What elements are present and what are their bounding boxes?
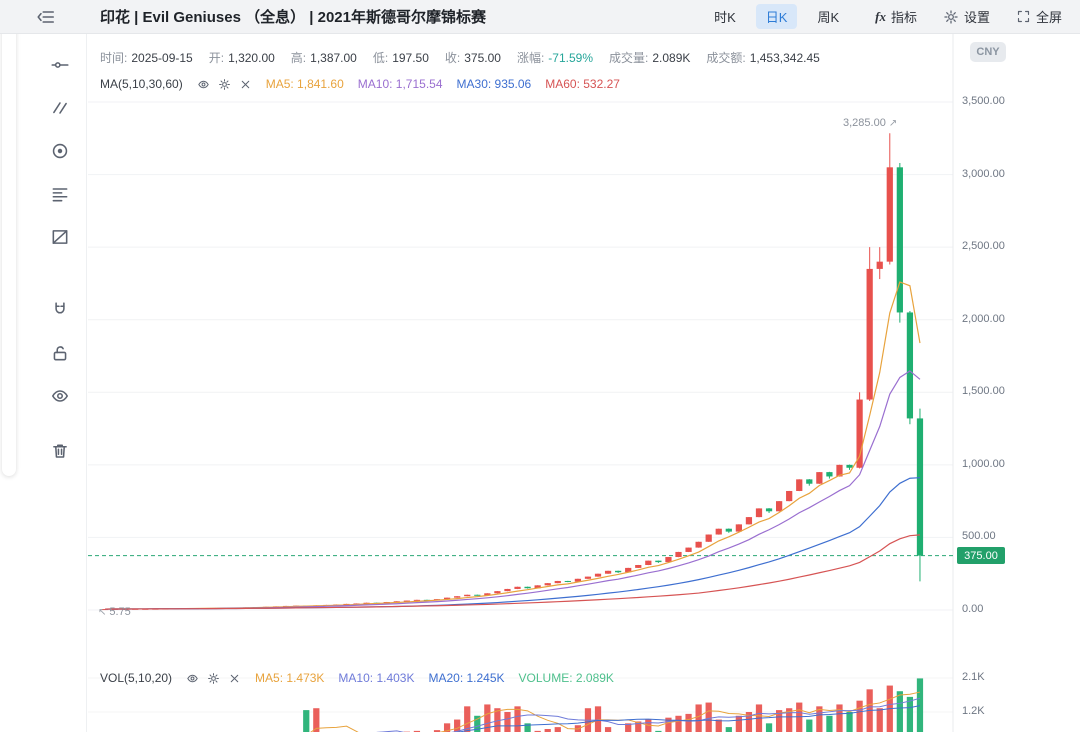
ma-value-0: MA5: 1,841.60 bbox=[265, 77, 344, 91]
ma-value-2: MA30: 935.06 bbox=[456, 77, 532, 91]
info-value-open: 1,320.00 bbox=[228, 51, 275, 65]
arrow-up-left-icon: ↖ bbox=[98, 606, 107, 618]
visibility-tool[interactable] bbox=[50, 386, 70, 406]
info-label-close: 收: bbox=[444, 51, 461, 65]
tab-week-k[interactable]: 周K bbox=[817, 10, 840, 25]
info-field-close: 收: 375.00 bbox=[445, 49, 501, 66]
eye-icon[interactable] bbox=[197, 78, 210, 91]
ohlc-info-bar: 时间: 2025-09-15 开: 1,320.00 高: 1,387.00 低: 197.5… bbox=[100, 49, 820, 66]
info-field-time: 时间: 2025-09-15 bbox=[100, 49, 193, 66]
info-label-open: 开: bbox=[208, 51, 225, 65]
collapse-sidebar-icon[interactable] bbox=[36, 7, 56, 27]
info-value-volume: 2.089K bbox=[652, 51, 691, 65]
info-value-low: 197.50 bbox=[392, 51, 429, 65]
last-price-badge: 375.00 bbox=[957, 547, 1005, 565]
pattern-tool[interactable] bbox=[50, 227, 70, 247]
indicator-label: 指标 bbox=[890, 10, 917, 25]
gear-icon[interactable] bbox=[218, 78, 231, 91]
high-annotation: 3,285.00 ↗ bbox=[843, 117, 897, 129]
close-icon[interactable] bbox=[239, 78, 252, 91]
info-value-close: 375.00 bbox=[464, 51, 501, 65]
gear-icon bbox=[943, 9, 959, 25]
currency-badge[interactable]: CNY bbox=[970, 42, 1006, 62]
vol-value-2: MA20: 1.245K bbox=[428, 671, 505, 685]
info-value-change: -71.59% bbox=[548, 51, 593, 65]
price-tick: 500.00 bbox=[962, 530, 996, 543]
header: 印花 | Evil Geniuses （全息） | 2021年斯德哥尔摩锦标赛 … bbox=[0, 0, 1080, 34]
info-field-low: 低: 197.50 bbox=[373, 49, 429, 66]
price-tick: 1,500.00 bbox=[962, 385, 1005, 398]
high-value: 3,285.00 bbox=[843, 117, 886, 129]
info-value-high: 1,387.00 bbox=[310, 51, 357, 65]
indicator-button[interactable]: fx 指标 bbox=[875, 7, 917, 26]
info-field-volume: 成交量: 2.089K bbox=[609, 49, 690, 66]
magnet-tool[interactable] bbox=[50, 300, 70, 320]
info-field-open: 开: 1,320.00 bbox=[209, 49, 275, 66]
fx-icon: fx bbox=[875, 8, 886, 24]
volume-tick: 1.2K bbox=[962, 705, 985, 717]
price-tick: 2,500.00 bbox=[962, 240, 1005, 253]
info-field-turnover: 成交额: 1,453,342.45 bbox=[706, 49, 819, 66]
volume-tick: 2.1K bbox=[962, 671, 985, 683]
info-label-volume: 成交量: bbox=[609, 51, 649, 65]
tab-day-k[interactable]: 日K bbox=[755, 4, 798, 29]
info-field-high: 高: 1,387.00 bbox=[291, 49, 357, 66]
gear-icon[interactable] bbox=[207, 672, 220, 685]
eye-icon[interactable] bbox=[186, 672, 199, 685]
vol-label: VOL(5,10,20) bbox=[100, 671, 173, 685]
volume-indicator-bar: VOL(5,10,20) MA5: 1.473K MA10: 1.403K MA20:… bbox=[100, 671, 614, 685]
trendline-tool[interactable] bbox=[50, 55, 70, 75]
price-tick: 1,000.00 bbox=[962, 457, 1005, 470]
settings-button[interactable]: 设置 bbox=[943, 7, 990, 26]
info-label-high: 高: bbox=[290, 51, 307, 65]
info-label-time: 时间: bbox=[100, 51, 128, 65]
parallel-lines-tool[interactable] bbox=[50, 98, 70, 118]
price-tick: 2,000.00 bbox=[962, 312, 1005, 325]
info-value-time: 2025-09-15 bbox=[131, 51, 193, 65]
price-tick: 3,000.00 bbox=[962, 167, 1005, 180]
tab-hour-k[interactable]: 时K bbox=[714, 10, 736, 25]
price-tick: 0.00 bbox=[962, 603, 984, 615]
ellipse-tool[interactable] bbox=[50, 141, 70, 161]
info-value-turnover: 1,453,342.45 bbox=[749, 51, 820, 65]
page-title: 印花 | Evil Geniuses （全息） | 2021年斯德哥尔摩锦标赛 bbox=[100, 9, 486, 26]
ma-value-3: MA60: 532.27 bbox=[545, 77, 620, 91]
fib-lines-tool[interactable] bbox=[50, 184, 70, 204]
low-annotation: ↖ 5.75 bbox=[98, 606, 131, 618]
ma-controls bbox=[197, 78, 252, 91]
vol-value-0: MA5: 1.473K bbox=[255, 671, 325, 685]
vol-controls bbox=[186, 672, 241, 685]
kline-interval-tabs: 时K 日K 周K bbox=[704, 4, 849, 29]
info-label-turnover: 成交额: bbox=[706, 51, 746, 65]
fullscreen-icon bbox=[1016, 9, 1031, 24]
vol-value-3: VOLUME: 2.089K bbox=[518, 671, 614, 685]
close-icon[interactable] bbox=[228, 672, 241, 685]
lock-tool[interactable] bbox=[50, 343, 70, 363]
ma-label: MA(5,10,30,60) bbox=[100, 77, 183, 91]
ma-indicator-bar: MA(5,10,30,60) MA5: 1,841.60 MA10: 1,715.5… bbox=[100, 77, 620, 91]
fullscreen-label: 全屏 bbox=[1035, 10, 1062, 25]
fullscreen-button[interactable]: 全屏 bbox=[1016, 7, 1062, 26]
price-tick: 3,500.00 bbox=[962, 95, 1005, 107]
vol-value-1: MA10: 1.403K bbox=[338, 671, 415, 685]
info-label-change: 涨幅: bbox=[516, 51, 545, 65]
info-field-change: 涨幅: -71.59% bbox=[517, 49, 593, 66]
delete-tool[interactable] bbox=[50, 441, 70, 461]
info-label-low: 低: bbox=[372, 51, 389, 65]
ma-value-1: MA10: 1,715.54 bbox=[357, 77, 443, 91]
arrow-up-right-icon: ↗ bbox=[888, 117, 898, 129]
low-value: 5.75 bbox=[109, 606, 131, 618]
settings-label: 设置 bbox=[963, 10, 990, 25]
left-drawer-handle[interactable] bbox=[2, 8, 16, 476]
